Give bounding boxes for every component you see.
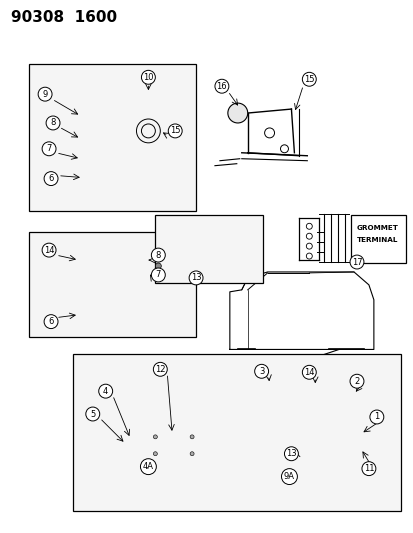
Text: 6: 6 bbox=[48, 174, 54, 183]
Text: 9A: 9A bbox=[283, 472, 294, 481]
Text: 4A: 4A bbox=[142, 462, 154, 471]
Text: GROMMET: GROMMET bbox=[356, 225, 398, 231]
Circle shape bbox=[189, 271, 202, 285]
Text: 8: 8 bbox=[155, 251, 161, 260]
Text: 6: 6 bbox=[48, 317, 54, 326]
Circle shape bbox=[140, 459, 156, 474]
Circle shape bbox=[361, 462, 375, 475]
Circle shape bbox=[151, 268, 165, 282]
Circle shape bbox=[190, 435, 194, 439]
Circle shape bbox=[85, 407, 100, 421]
Circle shape bbox=[168, 124, 182, 138]
Circle shape bbox=[227, 103, 247, 123]
Circle shape bbox=[349, 255, 363, 269]
Text: 14: 14 bbox=[44, 246, 54, 255]
Circle shape bbox=[153, 435, 157, 439]
Bar bbox=[155, 215, 262, 283]
Circle shape bbox=[369, 410, 383, 424]
Circle shape bbox=[155, 249, 161, 255]
Circle shape bbox=[155, 263, 161, 269]
Circle shape bbox=[151, 248, 165, 262]
Text: 2: 2 bbox=[354, 377, 359, 386]
Text: 1: 1 bbox=[373, 413, 379, 422]
Circle shape bbox=[214, 79, 228, 93]
Circle shape bbox=[42, 142, 56, 156]
Text: 5: 5 bbox=[90, 409, 95, 418]
Circle shape bbox=[44, 314, 58, 328]
Bar bbox=[73, 354, 400, 511]
Text: 9: 9 bbox=[43, 90, 47, 99]
Text: 12: 12 bbox=[155, 365, 165, 374]
Bar bbox=[29, 64, 196, 212]
Circle shape bbox=[349, 374, 363, 388]
Text: 13: 13 bbox=[190, 273, 201, 282]
Circle shape bbox=[98, 384, 112, 398]
Bar bbox=[29, 232, 196, 336]
Circle shape bbox=[42, 243, 56, 257]
Text: 11: 11 bbox=[363, 464, 373, 473]
Text: 13: 13 bbox=[285, 449, 296, 458]
Text: 8: 8 bbox=[50, 118, 56, 127]
Circle shape bbox=[141, 70, 155, 84]
Circle shape bbox=[281, 469, 297, 484]
Text: TERMINAL: TERMINAL bbox=[356, 237, 398, 243]
Circle shape bbox=[301, 72, 316, 86]
Text: 14: 14 bbox=[303, 368, 314, 377]
Circle shape bbox=[38, 87, 52, 101]
Circle shape bbox=[284, 447, 298, 461]
Circle shape bbox=[190, 452, 194, 456]
Circle shape bbox=[254, 365, 268, 378]
Text: 4: 4 bbox=[103, 386, 108, 395]
Circle shape bbox=[153, 452, 157, 456]
Bar bbox=[350, 215, 405, 263]
Circle shape bbox=[46, 116, 60, 130]
Circle shape bbox=[301, 365, 316, 379]
Text: 15: 15 bbox=[303, 75, 314, 84]
Text: 15: 15 bbox=[170, 126, 180, 135]
Text: 7: 7 bbox=[46, 144, 52, 154]
Text: 3: 3 bbox=[258, 367, 263, 376]
Circle shape bbox=[153, 362, 167, 376]
Circle shape bbox=[44, 172, 58, 185]
Text: 16: 16 bbox=[216, 82, 227, 91]
Text: 90308  1600: 90308 1600 bbox=[11, 10, 117, 25]
Text: 7: 7 bbox=[155, 270, 161, 279]
Text: 17: 17 bbox=[351, 257, 361, 266]
Text: 10: 10 bbox=[143, 73, 153, 82]
